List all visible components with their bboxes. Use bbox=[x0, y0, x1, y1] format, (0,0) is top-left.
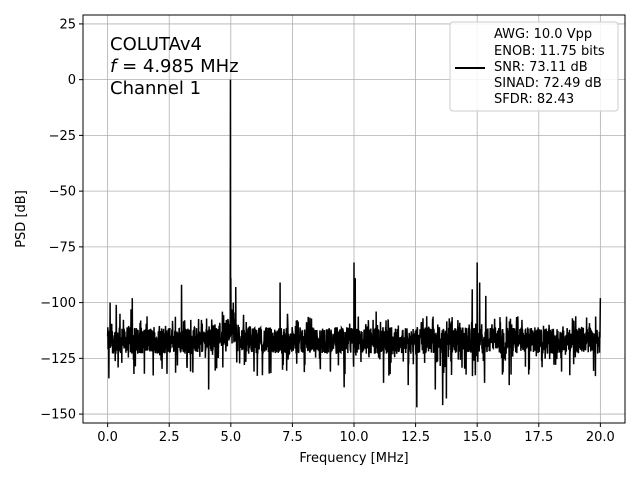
x-tick-label: 15.0 bbox=[463, 430, 492, 445]
annotation-device: COLUTAv4 bbox=[110, 34, 202, 55]
legend-entry-sinad: SINAD: 72.49 dB bbox=[494, 76, 602, 91]
y-tick-label: −75 bbox=[49, 240, 76, 255]
legend-box bbox=[449, 21, 619, 112]
legend-entry-awg: AWG: 10.0 Vpp bbox=[494, 27, 592, 42]
annotation-frequency: f = 4.985 MHz bbox=[110, 56, 239, 77]
x-tick-label: 12.5 bbox=[401, 430, 430, 445]
legend-entry-snr: SNR: 73.11 dB bbox=[494, 60, 588, 75]
psd-series bbox=[106, 79, 602, 408]
y-axis-label: PSD [dB] bbox=[14, 190, 29, 248]
y-tick-label: −100 bbox=[40, 296, 76, 311]
legend-entry-sfdr: SFDR: 82.43 bbox=[494, 92, 574, 107]
y-tick-label: 0 bbox=[68, 73, 76, 88]
chart-annotation: COLUTAv4 f = 4.985 MHz Channel 1 bbox=[110, 34, 239, 99]
x-tick-label: 17.5 bbox=[524, 430, 553, 445]
y-tick-label: −50 bbox=[49, 185, 76, 200]
x-tick-label: 5.0 bbox=[220, 430, 241, 445]
x-tick-label: 10.0 bbox=[340, 430, 369, 445]
annotation-channel: Channel 1 bbox=[110, 78, 201, 99]
legend: AWG: 10.0 Vpp ENOB: 11.75 bits SNR: 73.1… bbox=[449, 21, 619, 112]
y-axis-ticks: 25 0 −25 −50 −75 −100 −125 −150 bbox=[40, 17, 83, 423]
x-axis-label: Frequency [MHz] bbox=[299, 451, 408, 466]
legend-entry-enob: ENOB: 11.75 bits bbox=[494, 44, 605, 59]
y-tick-label: −150 bbox=[40, 408, 76, 423]
y-tick-label: −25 bbox=[49, 129, 76, 144]
annotation-frequency-value: = 4.985 MHz bbox=[116, 56, 238, 77]
x-tick-label: 7.5 bbox=[282, 430, 303, 445]
psd-line bbox=[106, 79, 602, 408]
x-tick-label: 2.5 bbox=[159, 430, 180, 445]
y-tick-label: −125 bbox=[40, 352, 76, 367]
x-tick-label: 0.0 bbox=[97, 430, 118, 445]
x-tick-label: 20.0 bbox=[586, 430, 615, 445]
y-tick-label: 25 bbox=[59, 17, 76, 32]
annotation-frequency-var: f bbox=[110, 56, 119, 77]
x-axis-ticks: 0.0 2.5 5.0 7.5 10.0 12.5 15.0 17.5 20.0 bbox=[97, 423, 615, 445]
